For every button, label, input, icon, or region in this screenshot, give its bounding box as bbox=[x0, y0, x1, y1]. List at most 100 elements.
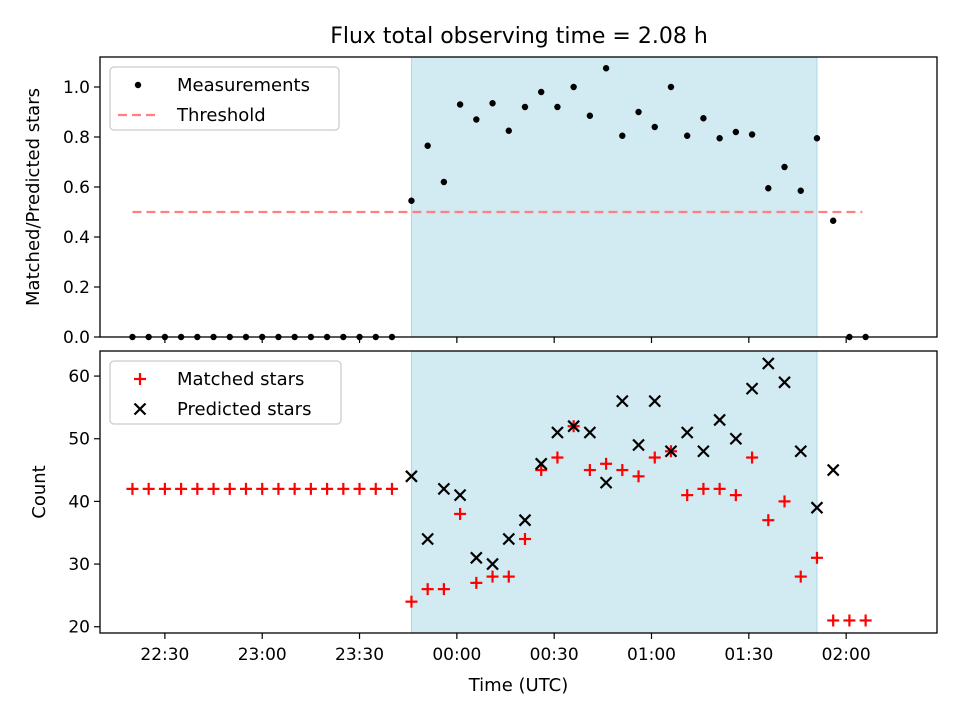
marker-x-b bbox=[778, 376, 791, 389]
marker-x-b bbox=[826, 463, 840, 477]
y-axis-label: Matched/Predicted stars bbox=[23, 88, 44, 306]
predicted-star-marker bbox=[437, 482, 451, 496]
measurement-point bbox=[765, 185, 772, 192]
matched-star-marker bbox=[256, 482, 269, 495]
legend-label: Threshold bbox=[176, 105, 266, 126]
predicted-star-marker bbox=[648, 394, 662, 408]
marker-x-b bbox=[713, 413, 726, 427]
marker-x-b bbox=[648, 394, 662, 408]
measurement-point bbox=[424, 142, 431, 149]
marker-x-b bbox=[567, 419, 580, 433]
marker-x-b bbox=[133, 402, 147, 416]
observing-window-shade bbox=[410, 56, 818, 338]
matched-star-marker bbox=[600, 457, 613, 470]
matched-star-marker bbox=[551, 451, 564, 464]
predicted-star-marker bbox=[616, 394, 629, 408]
marker-x-b bbox=[810, 501, 824, 514]
y-tick-label: 40 bbox=[68, 492, 90, 512]
measurement-point bbox=[408, 197, 415, 204]
matched-star-marker bbox=[681, 489, 694, 502]
matched-star-marker bbox=[288, 482, 301, 495]
predicted-star-marker bbox=[664, 444, 678, 458]
legend: Matched stars Predicted stars bbox=[109, 360, 342, 425]
matched-star-marker bbox=[502, 570, 515, 583]
measurement-point bbox=[538, 88, 545, 96]
matched-star-marker bbox=[486, 570, 499, 583]
y-tick-label: 0.2 bbox=[63, 278, 90, 298]
marker-x-b bbox=[583, 426, 597, 439]
measurement-point bbox=[781, 163, 788, 171]
x-tick-label: 01:30 bbox=[724, 645, 773, 665]
matched-star-marker bbox=[518, 533, 531, 545]
marker-x-b bbox=[534, 457, 548, 471]
y-axis-label: Count bbox=[29, 465, 50, 518]
predicted-star-marker bbox=[470, 551, 483, 565]
axes-frame bbox=[99, 56, 938, 338]
predicted-star-marker bbox=[810, 501, 824, 514]
predicted-star-marker bbox=[729, 432, 743, 446]
matched-star-marker bbox=[437, 583, 450, 596]
y-tick-label: 20 bbox=[68, 618, 90, 638]
matched-star-marker bbox=[843, 614, 856, 627]
matched-star-marker bbox=[454, 507, 467, 520]
measurement-point bbox=[440, 178, 448, 186]
marker-x-b bbox=[762, 357, 775, 370]
matched-star-marker bbox=[223, 482, 236, 495]
marker-x-b bbox=[632, 438, 645, 452]
x-axis-label: Time (UTC) bbox=[468, 675, 569, 696]
matched-star-marker bbox=[632, 470, 645, 483]
marker-x-b bbox=[551, 426, 564, 439]
legend-label: Predicted stars bbox=[177, 399, 311, 420]
marker-x-b bbox=[437, 482, 451, 496]
matched-star-marker bbox=[142, 482, 155, 495]
matched-star-marker bbox=[304, 482, 317, 495]
y-tick-label: 0.6 bbox=[63, 178, 90, 198]
matched-star-marker bbox=[746, 451, 759, 464]
legend-label: Matched stars bbox=[177, 369, 304, 390]
predicted-star-marker bbox=[534, 457, 548, 471]
y-tick-label: 1.0 bbox=[63, 78, 90, 98]
y-tick-label: 0.4 bbox=[63, 228, 90, 248]
legend-label: Measurements bbox=[177, 75, 310, 96]
measurement-point bbox=[716, 135, 723, 142]
measurement-point bbox=[748, 131, 756, 138]
matched-star-marker bbox=[369, 482, 382, 495]
y-tick-label: 60 bbox=[68, 367, 90, 387]
matched-star-marker bbox=[697, 482, 710, 495]
matched-star-marker bbox=[353, 482, 366, 495]
measurement-point bbox=[554, 103, 561, 111]
legend-marker-measurements bbox=[134, 81, 142, 89]
x-tick-label: 02:00 bbox=[822, 645, 871, 665]
matched-star-marker bbox=[616, 464, 629, 477]
chart-title: Flux total observing time = 2.08 h bbox=[330, 24, 708, 49]
matched-star-marker bbox=[272, 482, 285, 495]
predicted-star-marker bbox=[453, 488, 467, 502]
measurement-point bbox=[683, 132, 691, 139]
x-tick-label: 00:00 bbox=[432, 645, 481, 665]
matched-star-marker bbox=[583, 464, 596, 477]
matched-star-marker bbox=[239, 482, 252, 495]
predicted-star-marker bbox=[551, 426, 564, 439]
matched-star-marker bbox=[648, 451, 661, 464]
measurement-point bbox=[797, 187, 804, 194]
measurement-point bbox=[732, 128, 740, 136]
matched-star-marker bbox=[470, 576, 483, 589]
marker-x-b bbox=[421, 532, 434, 546]
predicted-star-marker bbox=[697, 444, 710, 458]
matched-star-marker bbox=[134, 373, 146, 385]
matched-star-marker bbox=[385, 482, 398, 495]
matched-star-marker bbox=[713, 482, 726, 495]
predicted-star-marker bbox=[599, 476, 613, 489]
axes-frame bbox=[99, 350, 938, 634]
x-tick-label: 22:30 bbox=[140, 645, 189, 665]
measurement-point bbox=[473, 116, 480, 123]
matched-star-marker bbox=[405, 595, 418, 608]
predicted-star-marker bbox=[405, 470, 418, 483]
predicted-star-marker bbox=[632, 438, 645, 452]
marker-x-b bbox=[518, 513, 532, 527]
y-tick-label: 0.0 bbox=[63, 328, 90, 348]
legend: Measurements Threshold bbox=[109, 66, 340, 131]
predicted-star-marker bbox=[826, 463, 840, 477]
panel-ratio: 0.0 0.2 0.4 0.6 0.8 1.0 Matched/Predicted star… bbox=[23, 56, 938, 348]
